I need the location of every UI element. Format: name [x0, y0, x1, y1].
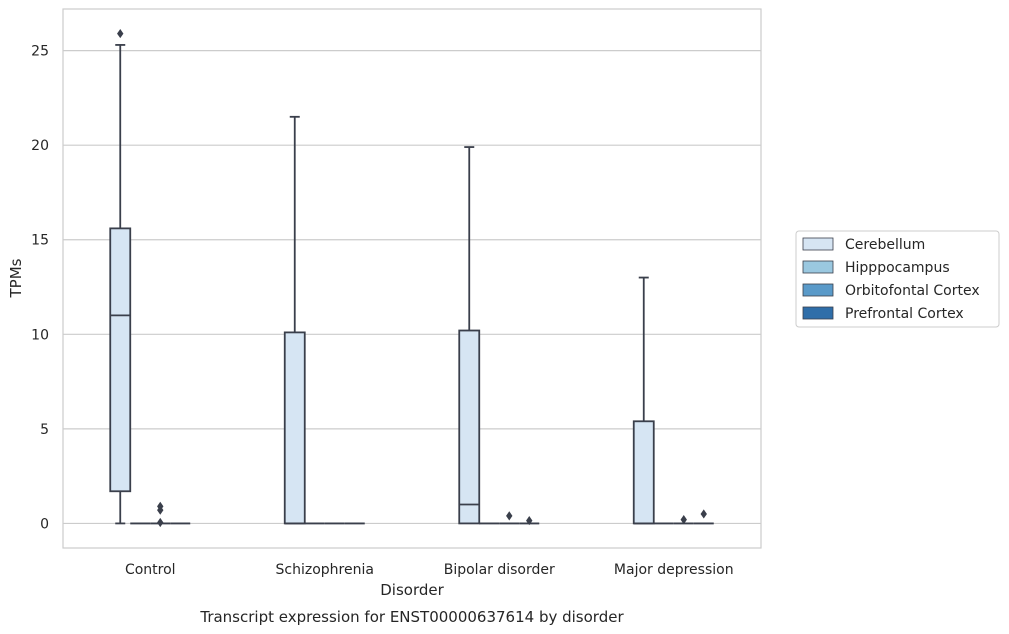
- legend-swatch: [802, 306, 834, 320]
- outlier-point: [117, 28, 124, 39]
- outlier-point: [157, 505, 164, 515]
- box-prefrontal-cortex: [519, 515, 540, 526]
- box-orbitofontal-cortex: [673, 515, 694, 525]
- legend-swatch: [802, 283, 834, 297]
- legend-entry-label: Hipppocampus: [845, 260, 950, 276]
- x-tick-label: Bipolar disorder: [444, 562, 555, 578]
- box-body: [458, 329, 481, 525]
- chart-caption: Transcript expression for ENST0000063761…: [199, 608, 624, 626]
- y-tick-label: 0: [40, 516, 49, 532]
- legend-entry-label: Cerebellum: [845, 237, 925, 253]
- outlier-point: [700, 509, 707, 519]
- x-tick-label: Schizophrenia: [276, 562, 374, 578]
- box-cerebellum: [458, 146, 481, 525]
- box-series: [109, 28, 714, 528]
- outlier-point: [680, 515, 687, 525]
- box-cerebellum: [283, 115, 306, 525]
- legend: Cerebellum Hipppocampus Orbitofontal Corte…: [795, 230, 1000, 328]
- y-tick-labels: 0 5 10 15 20 25: [31, 44, 49, 533]
- y-tick-label: 10: [31, 327, 49, 343]
- plot-area-frame: [62, 8, 762, 549]
- legend-entry-label: Prefrontal Cortex: [845, 306, 964, 322]
- legend-swatch: [802, 237, 834, 251]
- box-cerebellum: [109, 28, 132, 525]
- x-axis-label: Disorder: [380, 581, 444, 599]
- x-tick-labels: Control Schizophrenia Bipolar disorder Majo…: [125, 562, 734, 578]
- y-tick-label: 25: [31, 44, 49, 60]
- y-tick-label: 20: [31, 138, 49, 154]
- box-orbitofontal-cortex: [150, 501, 171, 528]
- outlier-point: [157, 517, 164, 528]
- x-tick-label: Control: [125, 562, 176, 578]
- box-cerebellum: [632, 276, 655, 525]
- outlier-point: [526, 515, 533, 526]
- legend-frame: [795, 230, 1000, 328]
- outlier-point: [506, 511, 513, 521]
- y-axis-label: TPMs: [7, 258, 25, 298]
- box-prefrontal-cortex: [693, 509, 714, 525]
- box-body: [632, 420, 655, 525]
- box-body: [109, 227, 132, 493]
- y-tick-label: 5: [40, 422, 49, 438]
- box-orbitofontal-cortex: [499, 511, 520, 525]
- x-tick-label: Major depression: [614, 562, 734, 578]
- legend-swatch: [802, 260, 834, 274]
- legend-entry-label: Orbitofontal Cortex: [845, 283, 980, 299]
- box-body: [283, 331, 306, 525]
- y-tick-label: 15: [31, 233, 49, 249]
